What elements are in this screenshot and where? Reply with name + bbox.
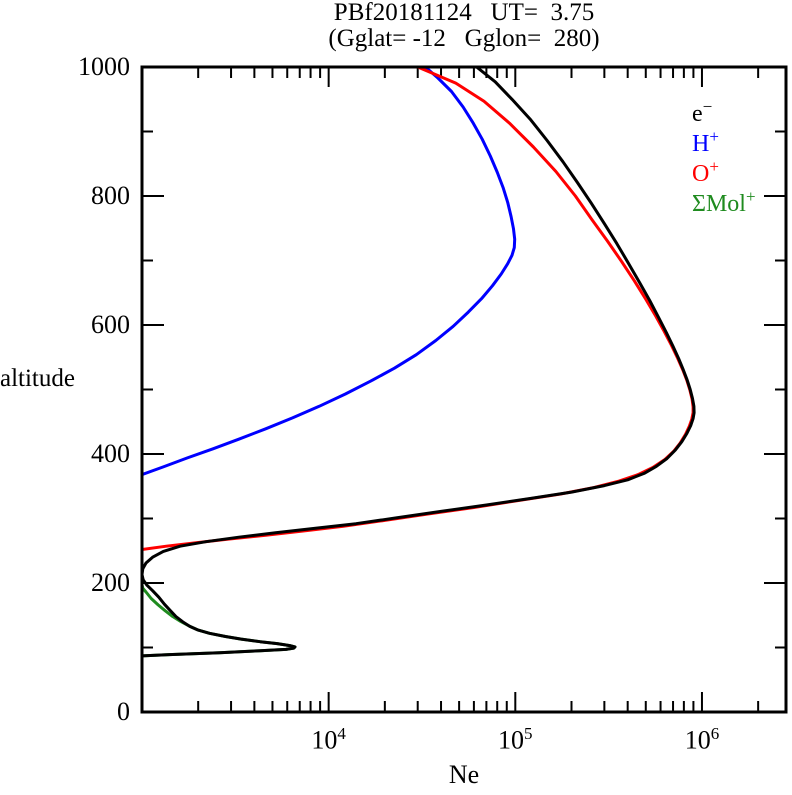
legend-entry-hydrogen-ion: H+ xyxy=(692,127,719,157)
y-tick-label: 200 xyxy=(91,568,130,597)
y-tick-label: 1000 xyxy=(78,52,130,81)
x-tick-label: 106 xyxy=(684,724,720,755)
legend-entry-molecular-ions: ΣMol+ xyxy=(692,187,756,217)
x-axis-label: Ne xyxy=(448,760,480,789)
legend-entry-oxygen-ion: O+ xyxy=(692,157,719,187)
y-tick-label: 0 xyxy=(117,697,130,726)
y-axis-label: altitude xyxy=(0,365,75,392)
x-tick-label: 104 xyxy=(311,724,346,755)
legend-entry-electron: e− xyxy=(692,97,713,127)
series-H+-line xyxy=(142,67,517,477)
series-O+-line xyxy=(142,67,695,551)
series-Mol+-line xyxy=(142,583,297,658)
plot-frame xyxy=(140,65,788,714)
y-tick-label: 800 xyxy=(91,181,130,210)
plot-title: PBf20181124 UT= 3.75 xyxy=(333,0,595,26)
series-e--line xyxy=(142,67,696,658)
y-tick-label: 600 xyxy=(91,310,130,339)
x-tick-label: 105 xyxy=(498,724,533,755)
y-tick-label: 400 xyxy=(91,439,130,468)
plot-legend: e− H+ O+ ΣMol+ xyxy=(692,92,756,217)
series-curves xyxy=(142,67,696,658)
plot-subtitle: (Gglat= -12 Gglon= 280) xyxy=(328,25,600,52)
